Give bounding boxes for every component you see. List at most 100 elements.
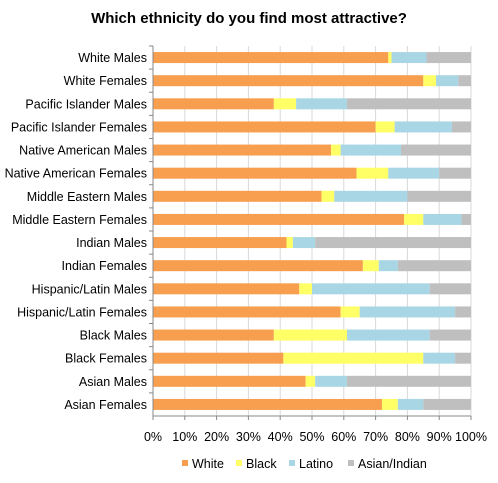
x-tick-label: 80% xyxy=(395,430,420,444)
category-label: Asian Females xyxy=(64,398,147,412)
bar-segment xyxy=(356,167,389,179)
bar-segment xyxy=(397,398,424,410)
x-tick-label: 90% xyxy=(427,430,452,444)
bar-segment xyxy=(273,98,297,110)
bar-segment xyxy=(455,352,471,364)
category-label: White Males xyxy=(78,51,147,65)
bar-segment xyxy=(388,52,392,64)
bar-segment xyxy=(153,167,357,179)
bar-segment xyxy=(273,329,347,341)
bar-segment xyxy=(381,398,398,410)
bar-segment xyxy=(458,75,471,87)
bar-segment xyxy=(153,398,382,410)
legend-swatch xyxy=(289,460,295,466)
bar-segment xyxy=(312,283,430,295)
bar-segment xyxy=(429,329,471,341)
bar-segment xyxy=(439,167,471,179)
bar-segment xyxy=(426,52,471,64)
bar-segment xyxy=(153,237,287,249)
bar-segment xyxy=(334,190,408,202)
bar-segment xyxy=(153,352,284,364)
category-label: Hispanic/Latin Males xyxy=(32,282,147,296)
x-tick-labels: 0% 10% 20% 30% 40% 50% 60% 70% 80% 90% 100% xyxy=(144,430,487,444)
x-tick-label: 40% xyxy=(268,430,293,444)
bar-segment xyxy=(153,190,322,202)
category-label: Native American Females xyxy=(5,167,147,181)
bar-segment xyxy=(375,121,395,133)
bar-segment xyxy=(153,306,341,318)
x-tick-label: 70% xyxy=(363,430,388,444)
category-label: White Females xyxy=(64,74,147,88)
bar-segment xyxy=(315,237,471,249)
bar-segment xyxy=(346,329,430,341)
bar-segment xyxy=(153,75,424,87)
bar-segment xyxy=(362,260,379,272)
category-label: Black Males xyxy=(80,329,147,343)
x-tick-label: 100% xyxy=(455,430,487,444)
bar-segment xyxy=(388,167,440,179)
category-label: Black Females xyxy=(65,352,147,366)
bar-segment xyxy=(305,375,316,387)
bar-segment xyxy=(423,352,456,364)
bar-segment xyxy=(286,237,293,249)
legend-label: Black xyxy=(246,457,277,471)
legend-swatch xyxy=(348,460,354,466)
axes xyxy=(149,45,472,420)
category-label: Pacific Islander Females xyxy=(11,120,147,134)
bar-segment xyxy=(423,213,462,225)
bar-segment xyxy=(292,237,316,249)
category-labels: White Males White Females Pacific Islander… xyxy=(5,51,147,412)
x-tick-label: 30% xyxy=(236,430,261,444)
bar-segment xyxy=(299,283,312,295)
bar-segments xyxy=(153,52,471,410)
x-tick-label: 10% xyxy=(172,430,197,444)
bar-segment xyxy=(455,306,471,318)
category-label: Middle Eastern Males xyxy=(27,190,147,204)
legend-label: Asian/Indian xyxy=(358,457,427,471)
bar-segment xyxy=(461,213,471,225)
x-tick-label: 50% xyxy=(299,430,324,444)
bar-segment xyxy=(340,144,402,156)
bar-segment xyxy=(153,260,363,272)
bar-segment xyxy=(153,121,376,133)
bar-segment xyxy=(153,98,274,110)
category-label: Hispanic/Latin Females xyxy=(17,305,147,319)
bar-segment xyxy=(407,190,471,202)
bar-segment xyxy=(378,260,398,272)
category-label: Asian Males xyxy=(79,375,147,389)
category-label: Indian Males xyxy=(76,236,147,250)
x-tick-label: 20% xyxy=(204,430,229,444)
bar-segment xyxy=(436,75,459,87)
bar-segment xyxy=(296,98,347,110)
bar-segment xyxy=(153,52,389,64)
legend-swatch xyxy=(182,460,188,466)
bar-segment xyxy=(321,190,335,202)
bar-segment xyxy=(153,375,306,387)
bar-segment xyxy=(397,260,471,272)
bar-segment xyxy=(346,375,471,387)
bar-segment xyxy=(423,75,437,87)
bar-segment xyxy=(153,144,332,156)
x-tick-label: 60% xyxy=(331,430,356,444)
bar-segment xyxy=(315,375,347,387)
x-tick-label: 0% xyxy=(144,430,162,444)
legend-swatch xyxy=(236,460,242,466)
bar-segment xyxy=(404,213,424,225)
bar-segment xyxy=(340,306,360,318)
legend: White Black Latino Asian/Indian xyxy=(182,457,427,471)
category-label: Indian Females xyxy=(62,259,147,273)
bar-segment xyxy=(391,52,427,64)
bar-segment xyxy=(346,98,471,110)
category-label: Pacific Islander Males xyxy=(25,97,147,111)
bar-segment xyxy=(423,398,471,410)
category-label: Native American Males xyxy=(19,144,147,158)
bar-segment xyxy=(359,306,456,318)
bar-segment xyxy=(394,121,452,133)
legend-label: Latino xyxy=(299,457,333,471)
chart-title: Which ethnicity do you find most attract… xyxy=(91,10,407,27)
bar-segment xyxy=(451,121,471,133)
bar-segment xyxy=(331,144,341,156)
bar-segment xyxy=(283,352,424,364)
bar-segment xyxy=(429,283,471,295)
